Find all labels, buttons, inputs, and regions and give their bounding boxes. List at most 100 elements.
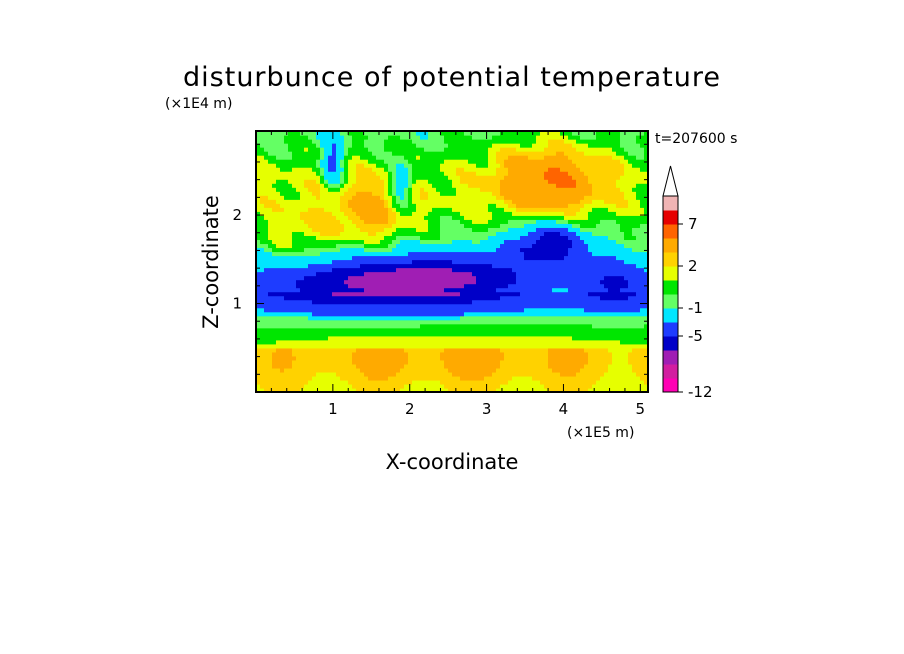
field-cell (336, 371, 341, 377)
field-cell (496, 387, 501, 392)
field-cell (432, 323, 437, 329)
field-cell (488, 231, 493, 236)
field-cell (432, 139, 437, 144)
field-cell (488, 271, 493, 277)
field-cell (520, 383, 525, 389)
field-cell (284, 247, 289, 253)
field-cell (536, 171, 541, 176)
field-cell (404, 327, 409, 333)
field-cell (556, 327, 561, 333)
field-cell (532, 319, 537, 325)
field-cell (424, 371, 429, 377)
field-cell (456, 363, 461, 369)
field-cell (368, 259, 373, 265)
field-cell (532, 219, 537, 224)
field-cell (472, 311, 477, 317)
field-cell (416, 135, 421, 140)
field-cell (492, 363, 497, 369)
field-cell (496, 279, 501, 285)
field-cell (312, 363, 317, 369)
field-cell (292, 171, 297, 176)
field-cell (304, 171, 309, 176)
field-cell (256, 327, 261, 333)
field-cell (524, 367, 529, 373)
field-cell (416, 367, 421, 373)
field-cell (504, 255, 509, 261)
field-cell (404, 243, 409, 249)
field-cell (552, 247, 557, 253)
field-cell (440, 343, 445, 349)
field-cell (316, 215, 321, 220)
field-cell (312, 151, 317, 156)
field-cell (288, 283, 293, 289)
field-cell (304, 199, 309, 204)
field-cell (304, 191, 309, 196)
field-cell (540, 243, 545, 249)
field-cell (280, 155, 285, 160)
field-cell (512, 183, 517, 188)
field-cell (328, 135, 333, 140)
field-cell (360, 311, 365, 317)
field-cell (548, 167, 553, 172)
field-cell (292, 267, 297, 273)
field-cell (292, 239, 297, 245)
field-cell (420, 359, 425, 365)
field-cell (428, 291, 433, 297)
field-cell (560, 363, 565, 369)
field-cell (448, 167, 453, 172)
field-cell (264, 343, 269, 349)
field-cell (372, 267, 377, 273)
field-cell (532, 231, 537, 236)
field-cell (412, 259, 417, 265)
field-cell (440, 147, 445, 152)
field-cell (452, 339, 457, 345)
field-cell (304, 263, 309, 269)
field-cell (512, 155, 517, 160)
field-cell (476, 359, 481, 365)
field-cell (540, 355, 545, 361)
field-cell (308, 315, 313, 321)
field-cell (412, 147, 417, 152)
field-cell (416, 195, 421, 200)
field-cell (476, 223, 481, 228)
field-cell (544, 159, 549, 164)
field-cell (436, 343, 441, 349)
field-cell (412, 379, 417, 385)
field-cell (352, 203, 357, 208)
field-cell (472, 319, 477, 325)
field-cell (364, 223, 369, 228)
field-cell (408, 211, 413, 216)
field-cell (532, 283, 537, 289)
field-cell (308, 207, 313, 212)
field-cell (268, 351, 273, 357)
field-cell (504, 207, 509, 212)
field-cell (508, 347, 513, 353)
field-cell (480, 151, 485, 156)
field-cell (532, 355, 537, 361)
field-cell (516, 195, 521, 200)
field-cell (312, 259, 317, 265)
field-cell (300, 379, 305, 385)
field-cell (340, 239, 345, 245)
field-cell (540, 227, 545, 232)
field-cell (448, 275, 453, 281)
field-cell (344, 327, 349, 333)
field-cell (532, 307, 537, 313)
field-cell (308, 335, 313, 341)
field-cell (328, 351, 333, 357)
field-cell (372, 279, 377, 285)
field-cell (480, 295, 485, 301)
field-cell (476, 263, 481, 269)
field-cell (560, 219, 565, 224)
field-cell (304, 223, 309, 228)
field-cell (308, 243, 313, 249)
field-cell (256, 339, 261, 345)
field-cell (344, 259, 349, 265)
field-cell (440, 359, 445, 365)
field-cell (496, 271, 501, 277)
field-cell (456, 283, 461, 289)
field-cell (300, 223, 305, 228)
field-cell (304, 267, 309, 273)
field-cell (424, 207, 429, 212)
field-cell (308, 283, 313, 289)
